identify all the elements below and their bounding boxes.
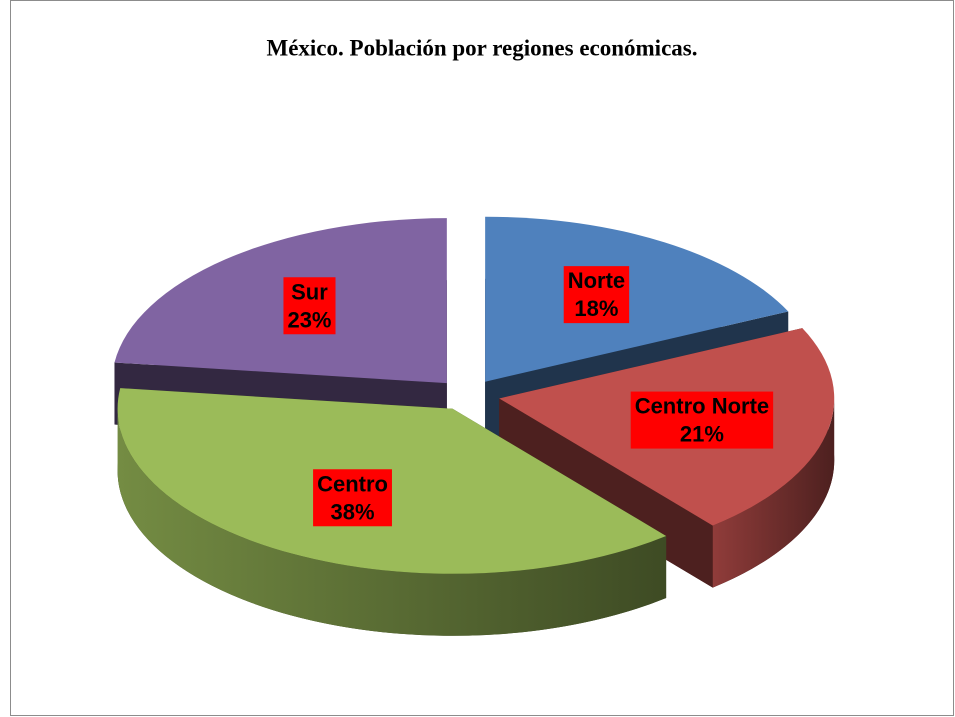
label-value: 18% <box>574 296 618 321</box>
label-category: Centro <box>317 471 388 496</box>
slice-top <box>485 216 789 382</box>
label-box <box>283 277 336 335</box>
data-label: Centro Norte 21% <box>630 391 774 449</box>
data-label: Centro 38% <box>313 469 392 527</box>
label-box <box>313 469 392 527</box>
label-value: 38% <box>331 499 375 524</box>
label-box <box>563 266 630 324</box>
slice-top <box>114 218 447 384</box>
label-category: Centro Norte <box>635 394 769 419</box>
slice <box>117 388 667 636</box>
label-category: Sur <box>291 279 328 304</box>
label-box <box>630 391 774 449</box>
data-label: Sur 23% <box>283 277 336 335</box>
chart-title: México. Población por regiones económica… <box>267 35 698 60</box>
label-value: 23% <box>287 307 331 332</box>
slice-side <box>117 408 667 636</box>
label-value: 21% <box>680 422 724 447</box>
label-category: Norte <box>568 268 625 293</box>
slice-side <box>712 398 835 588</box>
data-label: Norte 18% <box>563 266 630 324</box>
